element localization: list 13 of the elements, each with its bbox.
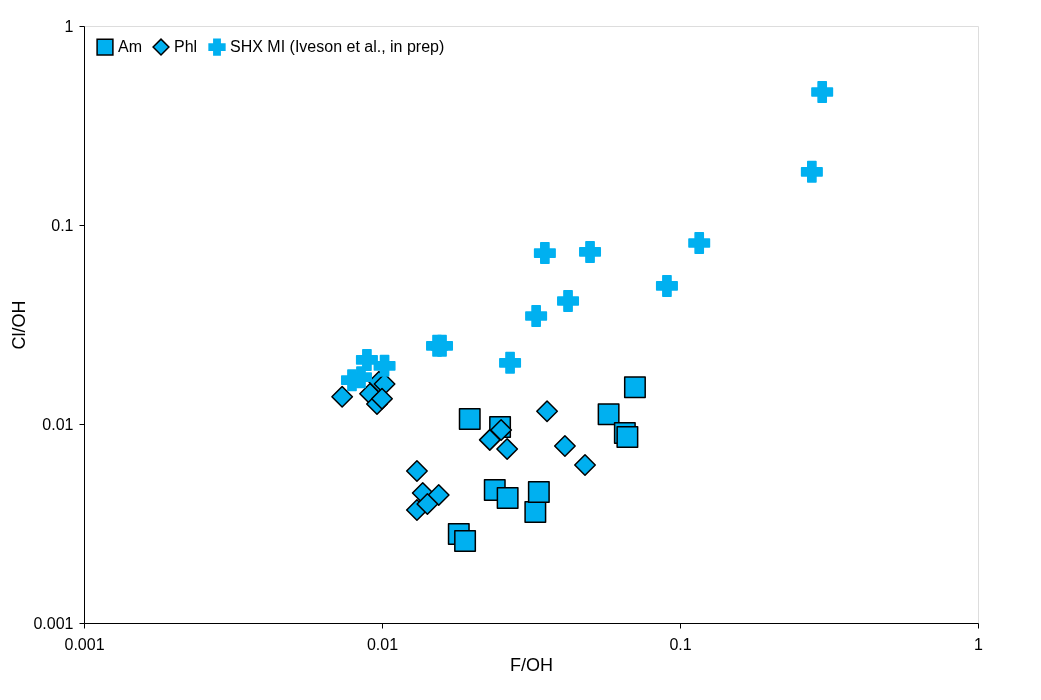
legend-label: Am — [118, 38, 142, 56]
x-tick-label: 0.001 — [64, 635, 105, 653]
y-tick-label: 1 — [64, 17, 74, 35]
x-axis-title: F/OH — [510, 654, 553, 675]
legend-label: Phl — [174, 38, 198, 56]
legend-label: SHX MI (Iveson et al., in prep) — [230, 38, 445, 56]
y-tick-label: 0.1 — [51, 216, 74, 234]
x-tick-label: 0.1 — [669, 635, 692, 653]
y-axis-title: Cl/OH — [9, 300, 30, 350]
y-tick-label: 0.001 — [33, 614, 74, 632]
y-tick-label: 0.01 — [42, 415, 74, 433]
x-tick-label: 0.01 — [366, 635, 399, 653]
x-tick-label: 1 — [974, 635, 984, 653]
